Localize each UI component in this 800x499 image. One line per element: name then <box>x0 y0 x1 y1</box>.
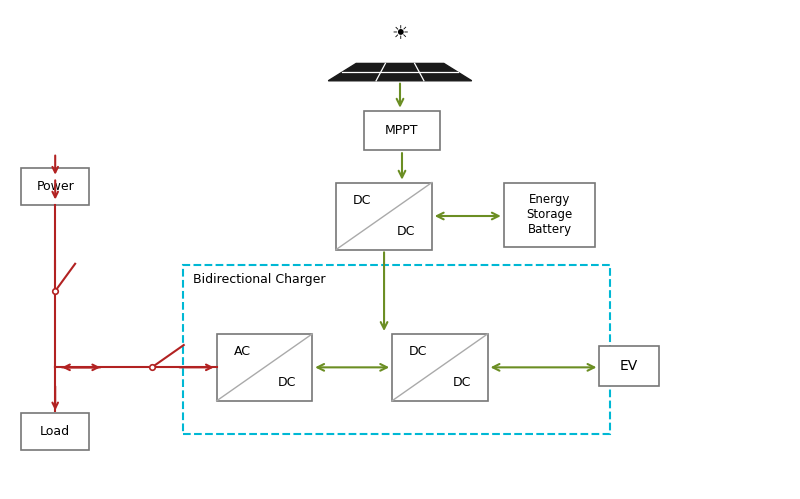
Text: DC: DC <box>409 345 427 358</box>
Text: DC: DC <box>353 194 371 207</box>
Text: Load: Load <box>40 425 70 438</box>
Bar <box>504 183 595 247</box>
Text: AC: AC <box>234 345 251 358</box>
Bar <box>336 183 432 250</box>
Text: MPPT: MPPT <box>386 124 418 137</box>
Text: DC: DC <box>397 225 415 238</box>
Text: EV: EV <box>620 359 638 373</box>
Text: ☀: ☀ <box>391 24 409 43</box>
Bar <box>217 334 312 401</box>
Text: DC: DC <box>278 376 296 389</box>
Bar <box>599 346 659 386</box>
Bar <box>392 334 488 401</box>
Polygon shape <box>328 63 472 81</box>
Text: Energy
Storage
Battery: Energy Storage Battery <box>526 193 573 236</box>
Bar <box>22 413 89 451</box>
Bar <box>183 265 610 434</box>
Bar <box>22 168 89 205</box>
Text: DC: DC <box>453 376 471 389</box>
Text: Power: Power <box>36 180 74 193</box>
Text: Bidirectional Charger: Bidirectional Charger <box>193 273 326 286</box>
Bar <box>364 111 440 150</box>
